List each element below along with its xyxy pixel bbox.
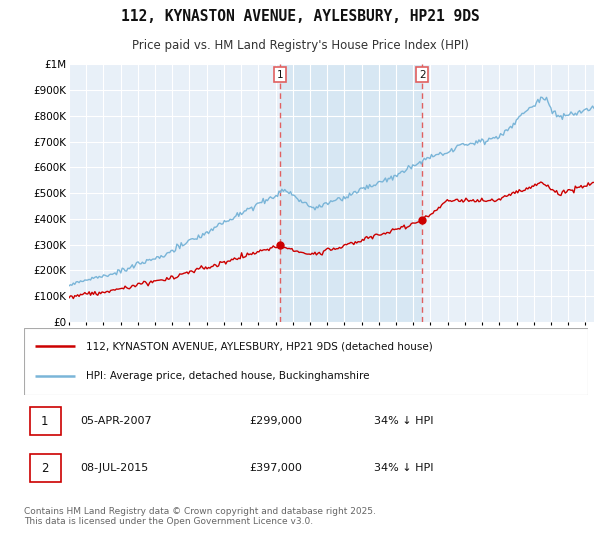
Text: 1: 1	[277, 69, 284, 80]
Text: 05-APR-2007: 05-APR-2007	[80, 416, 152, 426]
Text: 34% ↓ HPI: 34% ↓ HPI	[374, 416, 433, 426]
Text: 08-JUL-2015: 08-JUL-2015	[80, 463, 149, 473]
Bar	[280, 64, 422, 322]
Text: 34% ↓ HPI: 34% ↓ HPI	[374, 463, 433, 473]
Text: 1: 1	[41, 414, 49, 428]
Text: 2: 2	[419, 69, 425, 80]
Text: 2: 2	[41, 461, 49, 475]
Text: Contains HM Land Registry data © Crown copyright and database right 2025.
This d: Contains HM Land Registry data © Crown c…	[24, 507, 376, 526]
Text: £299,000: £299,000	[250, 416, 302, 426]
Text: 112, KYNASTON AVENUE, AYLESBURY, HP21 9DS: 112, KYNASTON AVENUE, AYLESBURY, HP21 9D…	[121, 9, 479, 24]
Text: 112, KYNASTON AVENUE, AYLESBURY, HP21 9DS (detached house): 112, KYNASTON AVENUE, AYLESBURY, HP21 9D…	[86, 342, 433, 352]
Text: HPI: Average price, detached house, Buckinghamshire: HPI: Average price, detached house, Buck…	[86, 371, 370, 381]
Text: £397,000: £397,000	[250, 463, 302, 473]
Bar	[29, 408, 61, 435]
Bar	[29, 455, 61, 482]
Text: Price paid vs. HM Land Registry's House Price Index (HPI): Price paid vs. HM Land Registry's House …	[131, 39, 469, 53]
